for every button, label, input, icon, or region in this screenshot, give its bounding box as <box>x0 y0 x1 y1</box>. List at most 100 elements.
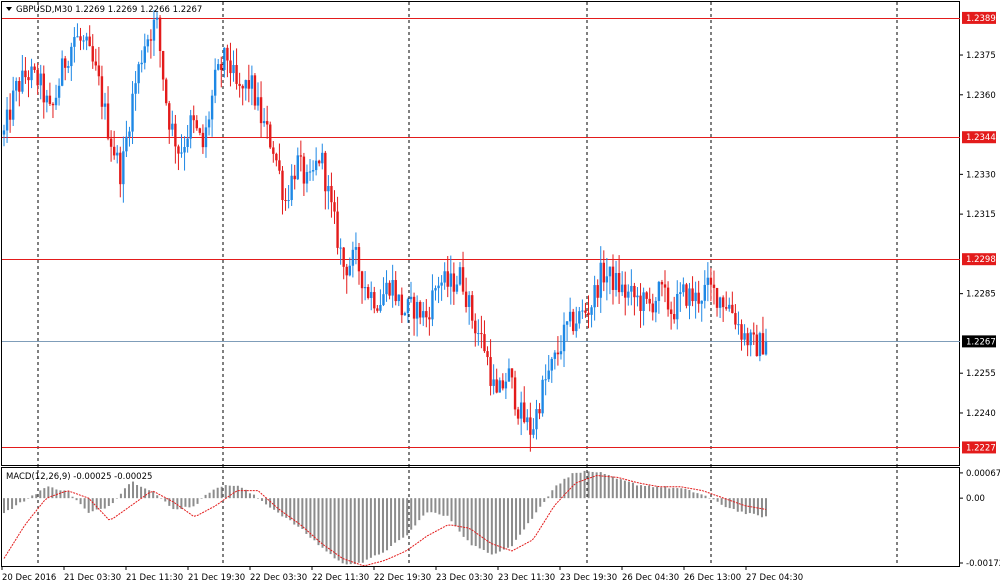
candle-body <box>290 175 293 201</box>
macd-bar <box>430 498 433 513</box>
macd-bar <box>631 482 634 499</box>
macd-bar <box>466 498 469 541</box>
macd-bar <box>228 485 231 499</box>
macd-bar <box>450 498 453 522</box>
candle-body <box>321 152 324 164</box>
candle-body <box>171 123 174 130</box>
candle-body <box>394 280 397 302</box>
candle-body <box>379 305 382 311</box>
macd-bar <box>406 498 409 536</box>
y-tick-label: 1.2315 <box>966 210 996 220</box>
candle-body <box>614 273 618 290</box>
candle-body <box>556 352 560 355</box>
y-tick-label: 1.2285 <box>966 290 996 300</box>
macd-bar <box>160 498 163 499</box>
candle-body <box>161 51 165 80</box>
candle-body <box>422 311 425 318</box>
macd-bar <box>446 498 449 516</box>
macd-bar <box>99 498 102 509</box>
macd-bar <box>87 498 90 513</box>
macd-bar <box>652 487 655 499</box>
candle-body <box>718 297 722 308</box>
macd-bar <box>176 498 179 510</box>
candle-body <box>458 267 462 285</box>
candle-body <box>189 115 192 139</box>
macd-bar <box>248 493 251 499</box>
macd-bar <box>67 490 70 499</box>
candle-body <box>241 85 244 89</box>
macd-bar <box>575 472 578 499</box>
candle-body <box>486 351 489 358</box>
macd-bar <box>583 470 586 499</box>
macd-bar <box>232 485 235 499</box>
candle-body <box>336 211 339 248</box>
collapse-triangle-icon[interactable] <box>6 7 12 11</box>
macd-bar <box>196 498 199 504</box>
candle-body <box>226 47 229 61</box>
macd-bar <box>474 498 477 547</box>
macd-bar <box>59 490 62 499</box>
candle-body <box>238 83 241 86</box>
candle-body <box>452 273 456 292</box>
macd-bar <box>132 481 135 499</box>
candle-body <box>477 333 480 335</box>
candle-body <box>538 409 541 414</box>
macd-bar <box>724 498 727 508</box>
macd-tick-label: 0.00067 <box>966 469 1000 479</box>
candle-body <box>204 127 208 148</box>
candle-body <box>324 152 327 192</box>
macd-bar <box>591 471 594 499</box>
macd-bar <box>418 498 421 521</box>
macd-bar <box>83 498 86 509</box>
macd-bar <box>164 498 167 502</box>
candle-body <box>345 266 348 276</box>
candle-body <box>192 115 195 121</box>
macd-bar <box>15 498 18 506</box>
macd-bar <box>47 486 50 499</box>
candle-body <box>660 281 664 285</box>
candle-body <box>73 37 76 47</box>
candle-body <box>507 368 511 382</box>
candle-body <box>731 304 734 314</box>
macd-bar <box>19 498 22 503</box>
candle-body <box>544 379 547 381</box>
candle-body <box>302 156 306 184</box>
candle-body <box>535 409 538 430</box>
macd-bar <box>204 494 207 499</box>
candle-body <box>134 83 137 94</box>
candle-body <box>510 368 514 378</box>
candle-body <box>370 292 373 298</box>
macd-bar <box>426 498 429 513</box>
candle-body <box>483 334 486 352</box>
candle-body <box>630 285 633 292</box>
macd-signal-line <box>3 474 767 567</box>
x-tick-label: 21 Dec 19:30 <box>188 573 245 583</box>
y-tick-label: 1.2330 <box>966 170 996 180</box>
candle-body <box>106 103 110 139</box>
macd-bar <box>381 498 384 553</box>
candle-body <box>709 277 713 285</box>
candle-body <box>51 103 55 106</box>
candle-body <box>278 160 281 171</box>
candle-body <box>516 409 520 419</box>
macd-bar <box>103 498 106 509</box>
candle-body <box>330 185 333 203</box>
macd-bar <box>200 498 203 499</box>
candle-body <box>256 97 260 106</box>
candle-body <box>198 128 202 133</box>
candle-body <box>48 95 52 104</box>
macd-bar <box>269 498 272 508</box>
candle-body <box>599 262 602 298</box>
candle-body <box>235 65 238 84</box>
candle-body <box>318 160 321 164</box>
macd-bar <box>257 498 259 499</box>
macd-bar <box>640 485 643 499</box>
macd-bar <box>313 498 316 541</box>
macd-bar <box>470 498 473 546</box>
candle-body <box>648 298 651 304</box>
candle-body <box>152 19 156 41</box>
candle-body <box>97 65 101 77</box>
macd-bar <box>680 488 683 499</box>
macd-bar <box>39 490 42 499</box>
candle-body <box>474 320 477 334</box>
